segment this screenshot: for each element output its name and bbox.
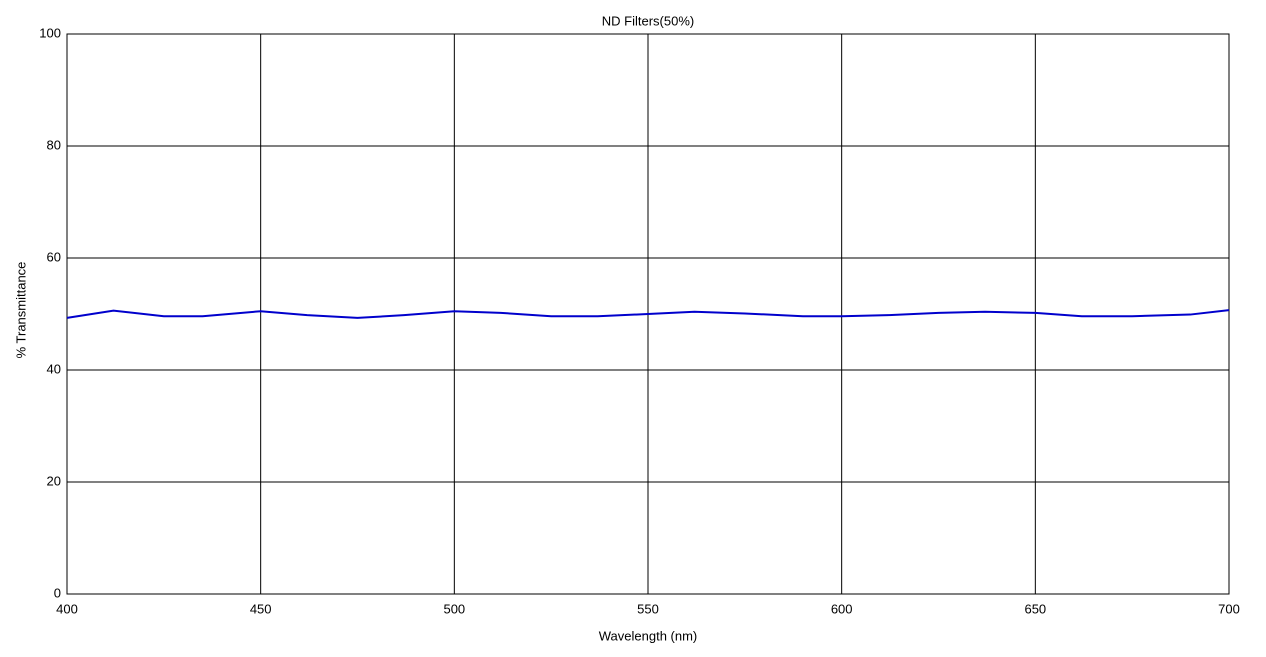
y-tick-label: 60 (47, 249, 61, 264)
y-axis-label: % Transmittance (13, 262, 28, 359)
y-tick-label: 0 (54, 585, 61, 600)
x-tick-label: 450 (250, 601, 272, 616)
data-line (66, 309, 1230, 319)
y-tick-label: 80 (47, 137, 61, 152)
chart-title: ND Filters(50%) (602, 13, 694, 28)
x-tick-label: 600 (831, 601, 853, 616)
x-tick-label: 500 (443, 601, 465, 616)
x-tick-label: 650 (1024, 601, 1046, 616)
x-tick-label: 700 (1218, 601, 1240, 616)
x-axis-label: Wavelength (nm) (599, 628, 698, 643)
y-tick-label: 100 (39, 25, 61, 40)
x-tick-label: 550 (637, 601, 659, 616)
y-tick-label: 20 (47, 473, 61, 488)
x-tick-label: 400 (56, 601, 78, 616)
y-tick-label: 40 (47, 361, 61, 376)
